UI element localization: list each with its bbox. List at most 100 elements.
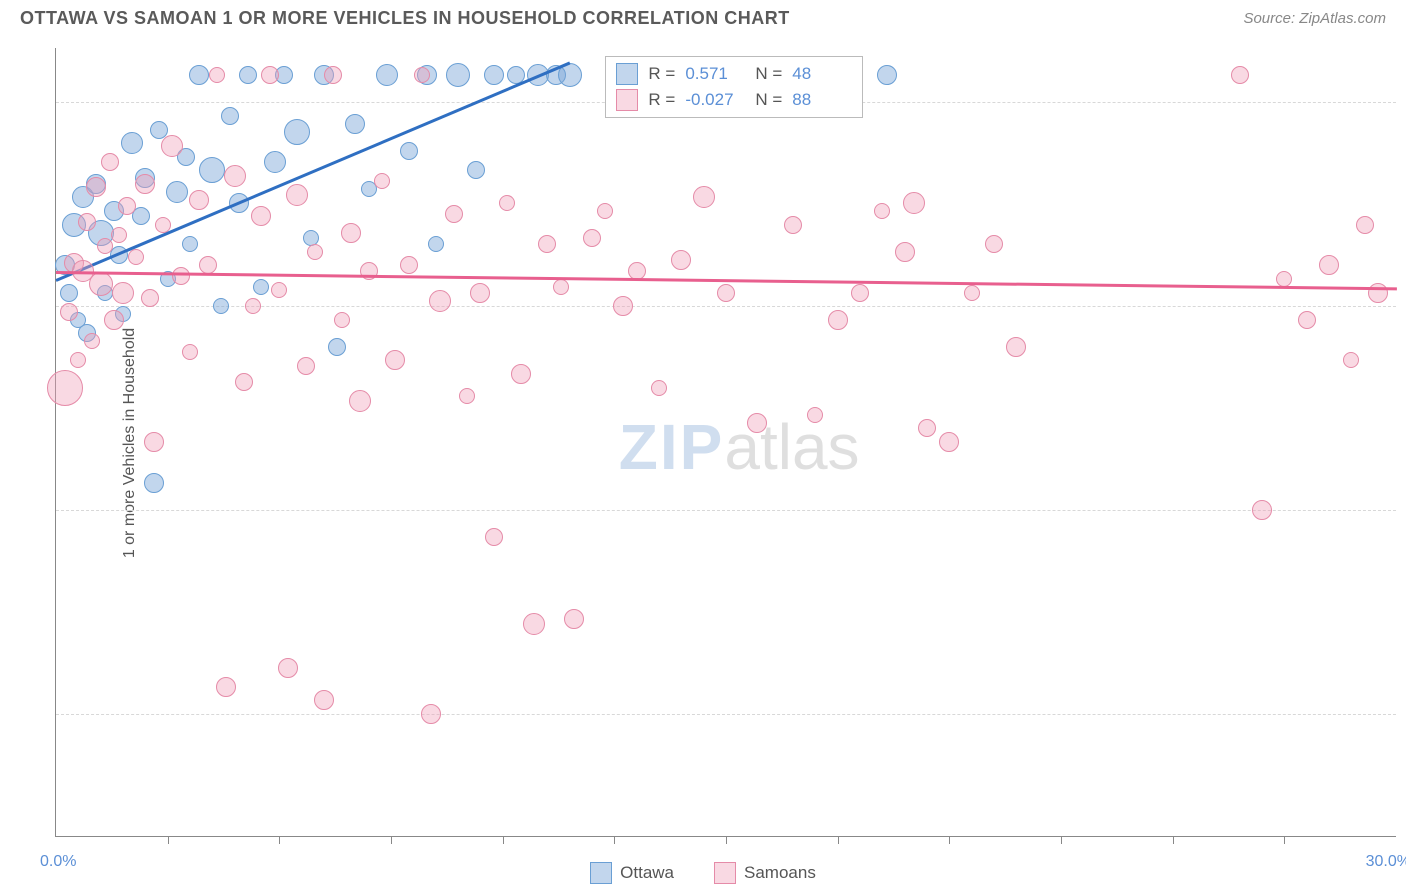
chart-title: OTTAWA VS SAMOAN 1 OR MORE VEHICLES IN H… bbox=[20, 8, 790, 29]
data-point bbox=[271, 282, 287, 298]
data-point bbox=[334, 312, 350, 328]
data-point bbox=[112, 282, 134, 304]
data-point bbox=[349, 390, 371, 412]
data-point bbox=[314, 690, 334, 710]
data-point bbox=[245, 298, 261, 314]
data-point bbox=[564, 609, 584, 629]
legend-item: Samoans bbox=[714, 862, 816, 884]
stats-row: R =-0.027N =88 bbox=[616, 87, 852, 113]
data-point bbox=[784, 216, 802, 234]
data-point bbox=[182, 236, 198, 252]
data-point bbox=[155, 217, 171, 233]
data-point bbox=[135, 174, 155, 194]
data-point bbox=[199, 256, 217, 274]
data-point bbox=[1231, 66, 1249, 84]
data-point bbox=[144, 432, 164, 452]
x-tick-mark bbox=[726, 836, 727, 844]
legend-swatch bbox=[590, 862, 612, 884]
x-tick-mark bbox=[1061, 836, 1062, 844]
data-point bbox=[597, 203, 613, 219]
legend-label: Ottawa bbox=[620, 863, 674, 883]
data-point bbox=[1298, 311, 1316, 329]
data-point bbox=[484, 65, 504, 85]
data-point bbox=[671, 250, 691, 270]
gridline bbox=[56, 714, 1396, 715]
data-point bbox=[374, 173, 390, 189]
series-swatch bbox=[616, 63, 638, 85]
data-point bbox=[400, 142, 418, 160]
data-point bbox=[445, 205, 463, 223]
data-point bbox=[261, 66, 279, 84]
data-point bbox=[895, 242, 915, 262]
data-point bbox=[345, 114, 365, 134]
data-point bbox=[89, 272, 113, 296]
data-point bbox=[199, 157, 225, 183]
data-point bbox=[421, 704, 441, 724]
data-point bbox=[101, 153, 119, 171]
data-point bbox=[264, 151, 286, 173]
data-point bbox=[307, 244, 323, 260]
data-point bbox=[428, 236, 444, 252]
data-point bbox=[253, 279, 269, 295]
data-point bbox=[400, 256, 418, 274]
correlation-stats-box: R =0.571N =48R =-0.027N =88 bbox=[605, 56, 863, 118]
data-point bbox=[1343, 352, 1359, 368]
data-point bbox=[235, 373, 253, 391]
data-point bbox=[903, 192, 925, 214]
r-label: R = bbox=[648, 90, 675, 110]
data-point bbox=[78, 213, 96, 231]
n-label: N = bbox=[755, 90, 782, 110]
data-point bbox=[717, 284, 735, 302]
data-point bbox=[485, 528, 503, 546]
data-point bbox=[118, 197, 136, 215]
data-point bbox=[693, 186, 715, 208]
legend-item: Ottawa bbox=[590, 862, 674, 884]
data-point bbox=[523, 613, 545, 635]
series-swatch bbox=[616, 89, 638, 111]
data-point bbox=[414, 67, 430, 83]
data-point bbox=[60, 303, 78, 321]
data-point bbox=[216, 677, 236, 697]
data-point bbox=[446, 63, 470, 87]
data-point bbox=[104, 310, 124, 330]
data-point bbox=[747, 413, 767, 433]
data-point bbox=[128, 249, 144, 265]
data-point bbox=[70, 352, 86, 368]
data-point bbox=[583, 229, 601, 247]
data-point bbox=[144, 473, 164, 493]
r-value: -0.027 bbox=[685, 90, 745, 110]
data-point bbox=[939, 432, 959, 452]
data-point bbox=[613, 296, 633, 316]
x-tick-mark bbox=[1284, 836, 1285, 844]
data-point bbox=[651, 380, 667, 396]
n-value: 48 bbox=[792, 64, 852, 84]
data-point bbox=[1006, 337, 1026, 357]
x-tick-mark bbox=[949, 836, 950, 844]
data-point bbox=[189, 190, 209, 210]
data-point bbox=[221, 107, 239, 125]
data-point bbox=[538, 235, 556, 253]
data-point bbox=[807, 407, 823, 423]
data-point bbox=[324, 66, 342, 84]
legend-swatch bbox=[714, 862, 736, 884]
data-point bbox=[86, 177, 106, 197]
data-point bbox=[467, 161, 485, 179]
n-label: N = bbox=[755, 64, 782, 84]
x-tick-mark bbox=[1173, 836, 1174, 844]
x-tick-mark bbox=[279, 836, 280, 844]
legend-label: Samoans bbox=[744, 863, 816, 883]
data-point bbox=[851, 284, 869, 302]
data-point bbox=[239, 66, 257, 84]
data-point bbox=[828, 310, 848, 330]
data-point bbox=[97, 238, 113, 254]
data-point bbox=[213, 298, 229, 314]
data-point bbox=[964, 285, 980, 301]
data-point bbox=[376, 64, 398, 86]
data-point bbox=[341, 223, 361, 243]
data-point bbox=[209, 67, 225, 83]
data-point bbox=[1319, 255, 1339, 275]
data-point bbox=[111, 227, 127, 243]
chart-header: OTTAWA VS SAMOAN 1 OR MORE VEHICLES IN H… bbox=[0, 0, 1406, 33]
data-point bbox=[459, 388, 475, 404]
x-tick-mark bbox=[391, 836, 392, 844]
